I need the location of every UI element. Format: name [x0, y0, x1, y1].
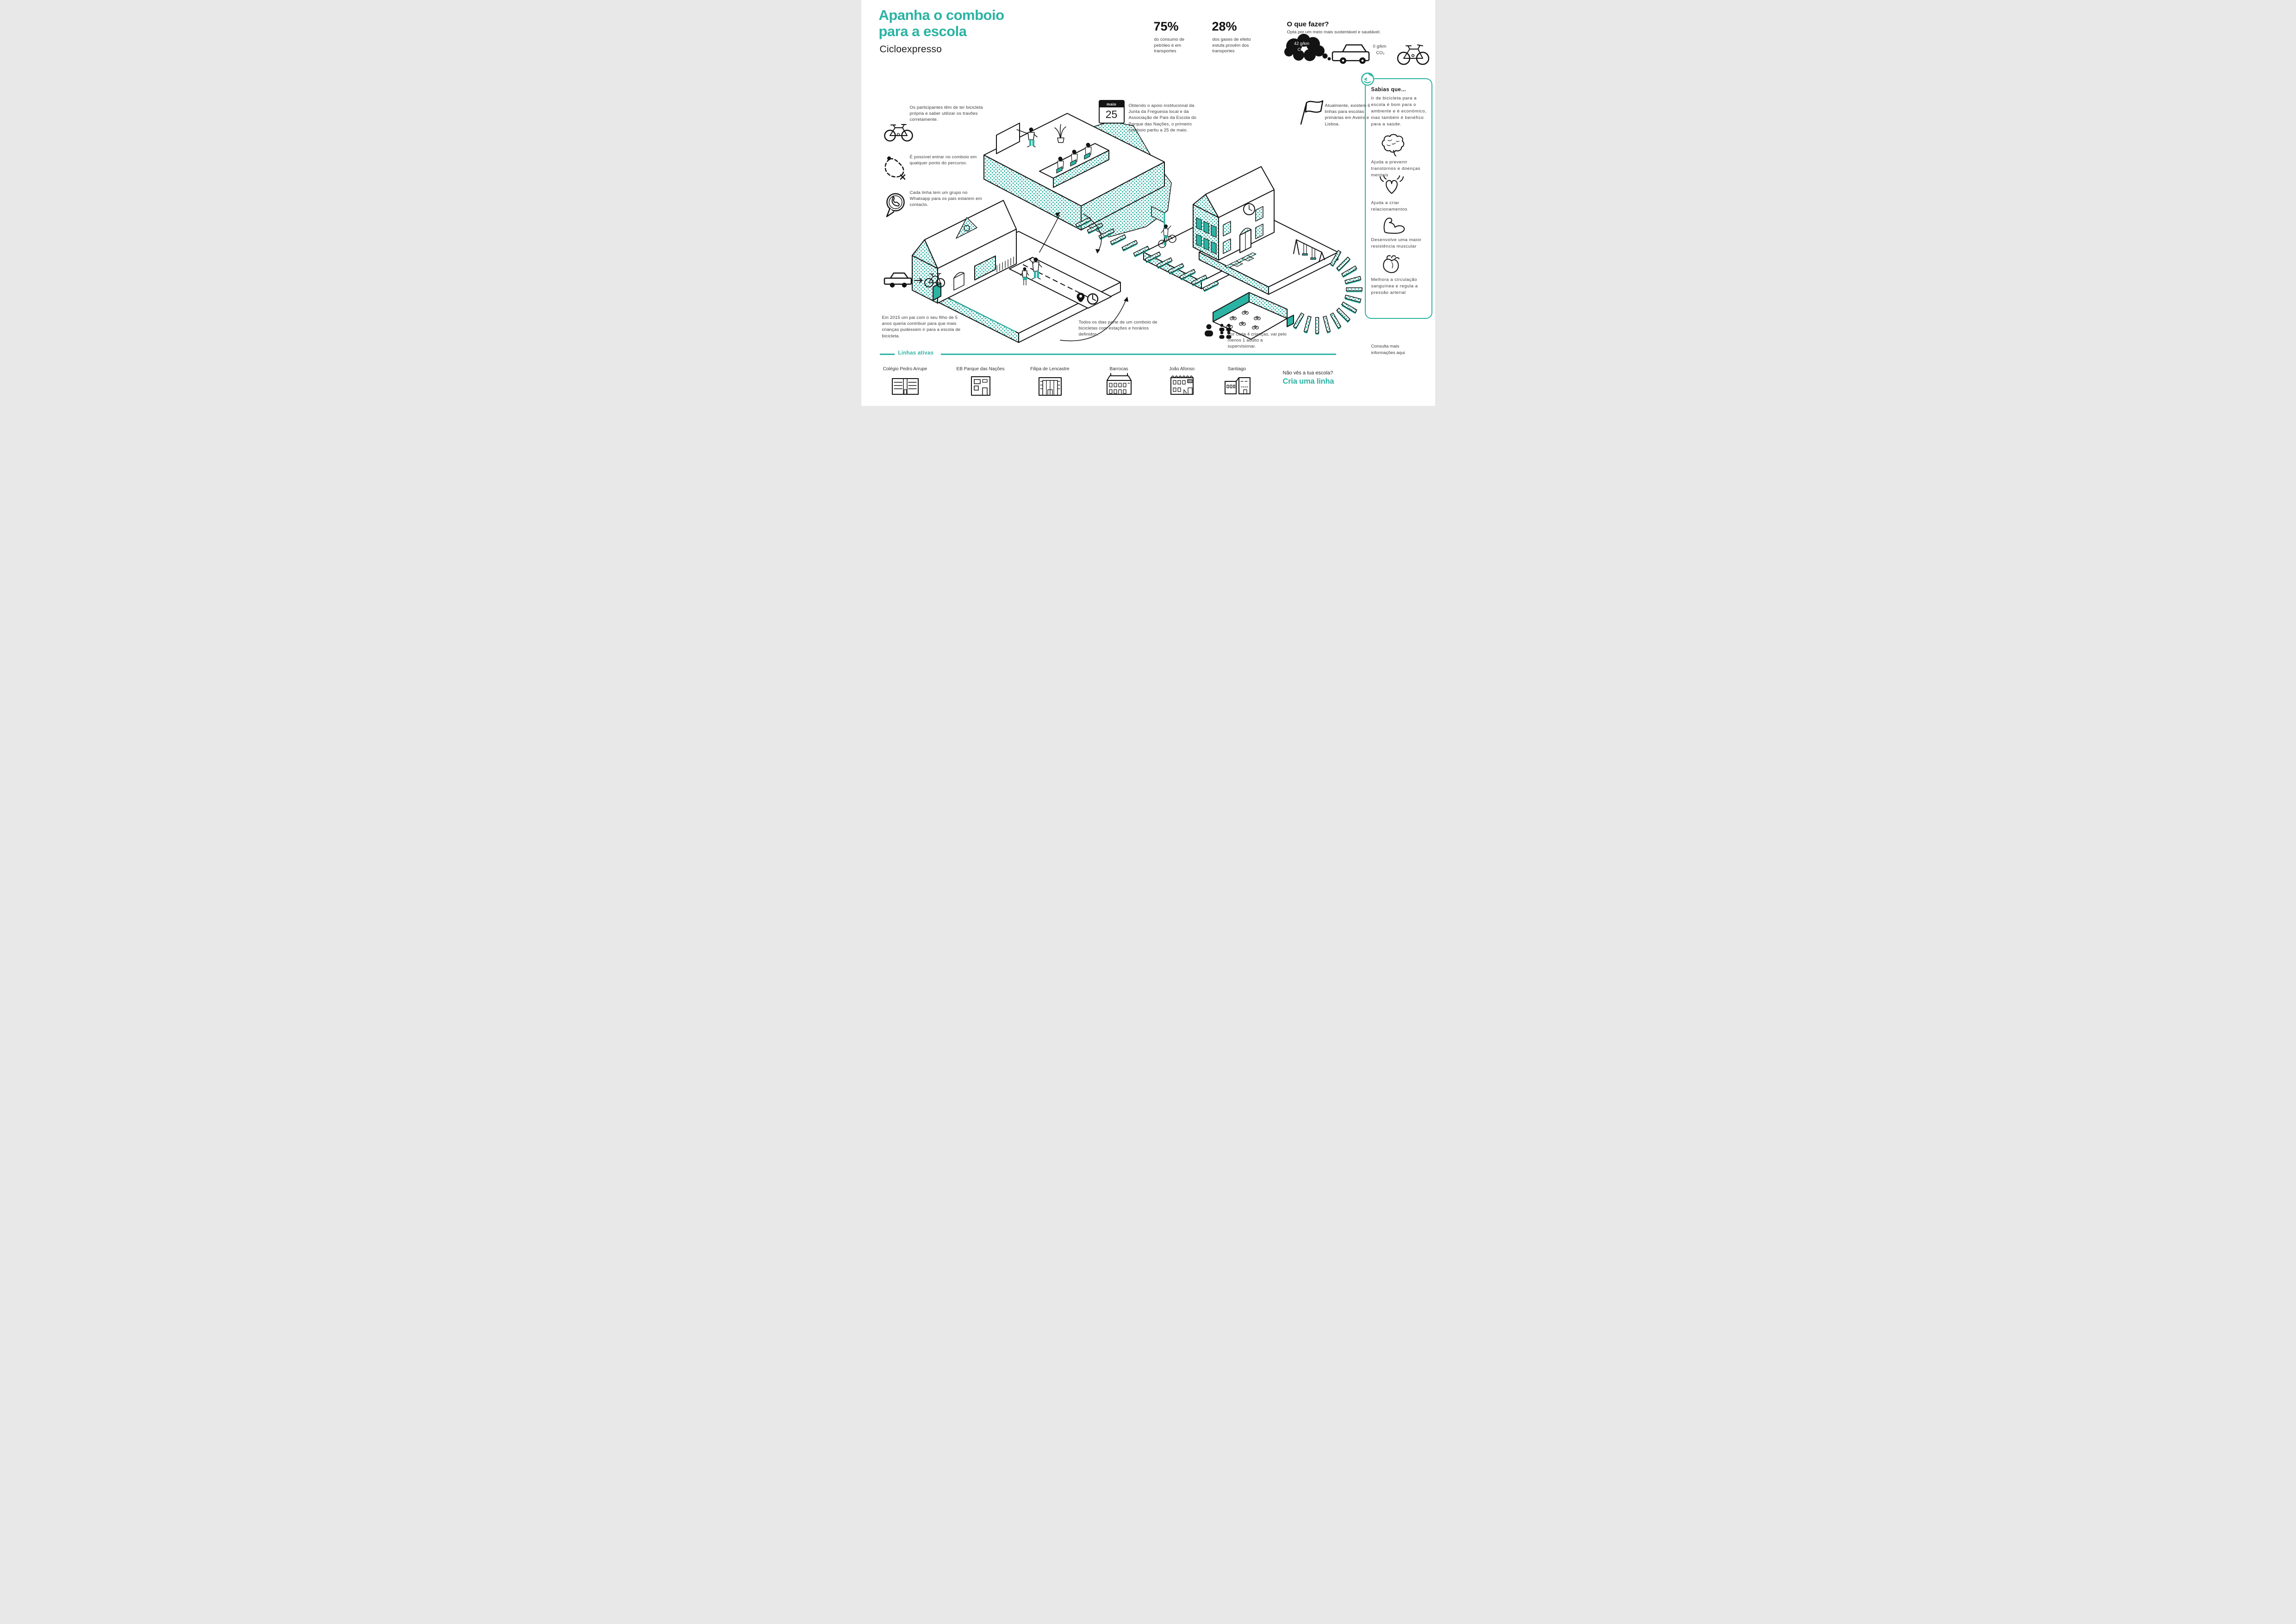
page-subtitle: Cicloexpresso	[879, 44, 942, 55]
school-side-windows	[1195, 217, 1217, 255]
active-lines-rule-right	[940, 354, 1336, 355]
parked-bikes	[1226, 310, 1261, 330]
page-title: Apanha o comboio para a escola	[878, 7, 1005, 39]
school-icon-joao-afonso	[1170, 375, 1194, 395]
teacher-figure	[1016, 127, 1038, 148]
clock-icon	[1087, 293, 1098, 305]
guideline-whatsapp-group: Cada linha tem um grupo no Whatsapp para…	[909, 190, 982, 208]
sidebar-title: Sabias que...	[1371, 87, 1406, 93]
schedule-note-text: Todos os dias parte de um comboio de bic…	[1078, 320, 1157, 337]
halftone-mountain	[1069, 121, 1172, 237]
active-lines-title: Linhas ativas	[898, 350, 934, 356]
sidebar-panel	[1364, 78, 1432, 319]
flag-note-text: Atualmente, existem 6 linhas para escola…	[1325, 103, 1370, 127]
car-emission-label: 42 g/km CO₂	[1294, 41, 1310, 52]
infographic-page: Apanha o comboio para a escola Cicloexpr…	[861, 0, 1435, 406]
story-note-text: Em 2015 um pai com o seu filho de 5 anos…	[882, 315, 961, 339]
school-illustration	[1192, 166, 1338, 295]
school-front-windows	[1222, 206, 1263, 254]
school-name-eb-parque: EB Parque das Nações	[956, 367, 1005, 372]
pupils-at-desk	[1056, 143, 1092, 174]
school-name-joao-afonso: João Afonso	[1169, 367, 1195, 372]
supervision-note-text: Por cada 4 crianças, vai pelo menos 1 ad…	[1227, 332, 1287, 349]
supervision-people-icon	[1204, 324, 1231, 339]
calendar-icon: maio 25	[1098, 100, 1125, 124]
school-icon-barrocas	[1106, 373, 1132, 395]
benefit-relationships: Ajuda a criar relacionamentos	[1371, 200, 1408, 212]
stat-caption-gases: dos gases de efeito estufa provêm dos tr…	[1212, 37, 1251, 54]
bike-train-stop-illustration	[1143, 206, 1262, 289]
route-icon	[884, 156, 905, 180]
school-name-santiago: Santiago	[1227, 367, 1246, 372]
benefit-mental-health: Ajuda a prevenir transtornos e doenças m…	[1371, 160, 1420, 178]
flag-icon	[1300, 100, 1323, 125]
school-icon-santiago	[1224, 377, 1251, 394]
guideline-join-anywhere: É possível entrar no comboio em qualquer…	[909, 155, 977, 166]
swing-set	[1293, 239, 1325, 262]
pin-icon	[1076, 292, 1084, 302]
calendar-month: maio	[1099, 101, 1124, 107]
stat-value-petrol: 75%	[1153, 19, 1179, 33]
whatsapp-icon	[886, 193, 905, 218]
what-to-do-title: O que fazer?	[1287, 20, 1329, 28]
bicycle-clean-icon	[1397, 44, 1429, 65]
benefit-circulation: Melhora a circulação sanguínea e regula …	[1371, 277, 1418, 295]
bike-train-path	[1075, 217, 1219, 292]
school-icon-pedro-arrupe	[891, 378, 919, 395]
whiteboard	[996, 123, 1020, 154]
active-lines-rule-left	[879, 354, 895, 355]
house-door	[932, 283, 941, 301]
bike-emission-label: 0 g/km CO₂	[1373, 44, 1387, 56]
school-icon-filipa	[1038, 377, 1062, 396]
cta-question: Não vês a tua escola?	[1282, 370, 1333, 376]
school-icon-eb-parque	[971, 376, 990, 396]
potted-plant	[1054, 124, 1066, 143]
classroom-desk	[1039, 143, 1109, 179]
what-to-do-subtitle: Opta por um meio mais sustentável e saud…	[1287, 30, 1381, 35]
car-to-bike-icon	[884, 272, 945, 288]
father-figure	[1029, 257, 1042, 280]
child-figure	[1020, 267, 1029, 286]
school-clock	[1243, 203, 1255, 215]
school-door	[1239, 228, 1251, 253]
station-flag	[1151, 206, 1165, 245]
bike-train-loop	[1293, 249, 1363, 335]
road	[1008, 257, 1112, 309]
benefit-muscular: Desenvolve uma maior resistência muscula…	[1371, 237, 1422, 249]
sidebar-intro: Ir de bicicleta para a escola é bom para…	[1371, 96, 1427, 127]
bicycle-icon	[884, 124, 913, 142]
school-name-filipa: Filipa de Lencastre	[1030, 367, 1070, 372]
arched-window	[953, 272, 964, 291]
guideline-own-bike: Os participantes têm de ter bicicleta pr…	[909, 105, 983, 123]
school-name-barrocas: Barrocas	[1109, 367, 1128, 372]
stat-value-gases: 28%	[1212, 19, 1237, 33]
roof-dormer	[955, 217, 977, 239]
dotted-window	[974, 255, 996, 280]
school-name-pedro-arrupe: Colégio Pedro Arrupe	[883, 367, 927, 372]
kid-with-bike-1	[1157, 224, 1176, 248]
stat-caption-petrol: do consumo de petróleo é em transportes	[1154, 37, 1185, 54]
porch-fence	[996, 256, 1014, 273]
hopscotch	[1224, 252, 1257, 268]
more-info-link[interactable]: Consulta mais informações aqui	[1371, 344, 1405, 355]
calendar-day: 25	[1105, 108, 1118, 120]
kid-with-bike-2	[1196, 212, 1214, 236]
car-icon	[1332, 44, 1369, 64]
calendar-note-text: Obtendo o apoio institucional da Junta d…	[1128, 103, 1197, 133]
cta-create-line-link[interactable]: Cria uma linha	[1282, 377, 1334, 386]
